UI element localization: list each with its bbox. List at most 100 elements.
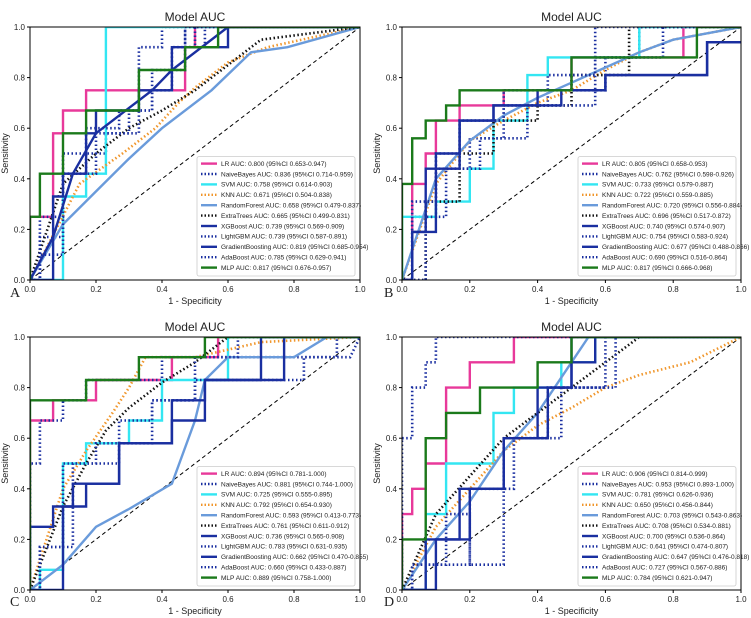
- y-tick-label: 0.6: [14, 434, 26, 443]
- y-tick-label: 0.4: [386, 175, 398, 184]
- roc-series-7: [402, 27, 741, 280]
- roc-series-3: [30, 337, 360, 590]
- x-tick-label: 1.0: [735, 595, 747, 604]
- roc-series-5: [402, 337, 741, 590]
- roc-series-10: [30, 337, 360, 590]
- legend-label: AdaBoost AUC: 0.727 (95%CI 0.567-0.886): [602, 565, 727, 572]
- y-tick-label: 0.8: [14, 384, 26, 393]
- plot-frame: [29, 26, 361, 281]
- legend-label: LightGBM AUC: 0.739 (95%CI 0.587-0.891): [221, 234, 347, 241]
- y-axis-label: Sensitivity: [0, 133, 10, 174]
- x-tick-label: 0.6: [600, 285, 612, 294]
- plot-frame: [401, 26, 742, 281]
- x-tick-label: 0.0: [396, 285, 408, 294]
- y-tick-label: 0.2: [14, 535, 26, 544]
- legend-label: ExtraTrees AUC: 0.665 (95%CI 0.499-0.831…: [221, 213, 350, 220]
- roc-series-5: [402, 27, 741, 280]
- y-axis-label: Sensitivity: [372, 133, 382, 174]
- legend-label: KNN AUC: 0.650 (95%CI 0.456-0.844): [602, 502, 713, 509]
- x-tick-label: 0.4: [532, 595, 544, 604]
- legend-label: GradientBoosting AUC: 0.647 (95%CI 0.476…: [602, 554, 749, 561]
- roc-series-10: [402, 337, 741, 590]
- x-axis-label: 1 - Specificity: [545, 606, 599, 616]
- legend-label: NaiveBayes AUC: 0.836 (95%CI 0.714-0.959…: [221, 171, 353, 178]
- y-tick-label: 0.2: [386, 535, 398, 544]
- y-tick-label: 0.8: [14, 74, 26, 83]
- legend-label: KNN AUC: 0.671 (95%CI 0.504-0.838): [221, 192, 332, 199]
- roc-series-9: [30, 27, 360, 280]
- x-tick-label: 0.2: [464, 595, 476, 604]
- legend-label: MLP AUC: 0.817 (95%CI 0.676-0.957): [221, 265, 331, 272]
- plot-frame: [29, 336, 361, 591]
- x-tick-label: 0.8: [668, 595, 680, 604]
- y-tick-label: 0.8: [386, 74, 398, 83]
- legend-label: RandomForest AUC: 0.658 (95%CI 0.479-0.8…: [221, 203, 361, 210]
- roc-series-3: [402, 27, 741, 280]
- y-tick-label: 0.0: [386, 586, 398, 595]
- panel-label: B: [384, 286, 393, 301]
- roc-series-8: [30, 337, 360, 590]
- legend: LR AUC: 0.894 (95%CI 0.781-1.000) NaiveBa…: [196, 466, 368, 587]
- y-tick-label: 0.2: [14, 225, 26, 234]
- x-axis-label: 1 - Specificity: [545, 296, 599, 306]
- chance-diagonal: [401, 336, 742, 591]
- legend-label: XGBoost AUC: 0.739 (95%CI 0.569-0.909): [221, 223, 344, 230]
- y-tick-label: 1.0: [14, 23, 26, 32]
- roc-panel-b: Model AUC B 0.0 0.2 0.4 0.6 0.8 1.0 0.0 0.2 0.4 0.6…: [372, 10, 749, 306]
- roc-series-4: [30, 27, 360, 280]
- legend-label: LR AUC: 0.894 (95%CI 0.781-1.000): [221, 471, 327, 478]
- legend-label: KNN AUC: 0.792 (95%CI 0.654-0.930): [221, 502, 332, 509]
- y-tick-label: 0.6: [386, 124, 398, 133]
- legend-label: NaiveBayes AUC: 0.762 (95%CI 0.598-0.926…: [602, 171, 734, 178]
- legend-label: MLP AUC: 0.889 (95%CI 0.758-1.000): [221, 575, 331, 582]
- x-tick-label: 0.8: [668, 285, 680, 294]
- x-tick-label: 0.4: [532, 285, 544, 294]
- x-tick-label: 0.8: [288, 595, 300, 604]
- roc-panel-a: Model AUC A 0.0 0.2 0.4 0.6 0.8 1.0 0.0 0.2 0.4 0.6…: [0, 10, 368, 306]
- legend-label: AdaBoost AUC: 0.785 (95%CI 0.629-0.941): [221, 255, 346, 262]
- y-tick-label: 0.0: [386, 276, 398, 285]
- roc-series-10: [402, 27, 741, 280]
- y-tick-label: 1.0: [386, 333, 398, 342]
- panel-label: C: [10, 595, 19, 610]
- chart-title: Model AUC: [541, 10, 602, 24]
- legend-label: RandomForest AUC: 0.593 (95%CI 0.413-0.7…: [221, 513, 361, 520]
- legend-label: AdaBoost AUC: 0.660 (95%CI 0.433-0.887): [221, 565, 346, 572]
- y-tick-label: 0.0: [14, 586, 26, 595]
- legend-label: LR AUC: 0.906 (95%CI 0.814-0.999): [602, 471, 708, 478]
- roc-series-9: [30, 337, 360, 590]
- roc-panel-d: Model AUC D 0.0 0.2 0.4 0.6 0.8 1.0 0.0 0.2 0.4 0.6…: [372, 320, 749, 616]
- x-tick-label: 1.0: [354, 595, 366, 604]
- y-tick-label: 0.8: [386, 384, 398, 393]
- x-tick-label: 1.0: [354, 285, 366, 294]
- x-tick-label: 0.2: [90, 595, 102, 604]
- legend-label: LightGBM AUC: 0.783 (95%CI 0.631-0.935): [221, 544, 347, 551]
- legend-box: [196, 156, 356, 277]
- roc-series-1: [402, 337, 741, 590]
- legend: LR AUC: 0.805 (95%CI 0.658-0.953) NaiveBa…: [577, 156, 749, 277]
- x-tick-label: 0.4: [156, 595, 168, 604]
- roc-series-8: [402, 41, 741, 280]
- x-tick-label: 0.2: [90, 285, 102, 294]
- legend-label: SVM AUC: 0.781 (95%CI 0.626-0.936): [602, 492, 713, 499]
- legend-label: SVM AUC: 0.733 (95%CI 0.579-0.887): [602, 182, 713, 189]
- legend-label: LightGBM AUC: 0.754 (95%CI 0.583-0.924): [602, 234, 728, 241]
- x-tick-label: 0.8: [288, 285, 300, 294]
- chart-title: Model AUC: [165, 320, 226, 334]
- chance-diagonal: [29, 26, 361, 281]
- y-tick-label: 0.6: [14, 124, 26, 133]
- chart-title: Model AUC: [541, 320, 602, 334]
- x-tick-label: 0.0: [24, 595, 36, 604]
- legend-label: XGBoost AUC: 0.736 (95%CI 0.565-0.908): [221, 533, 344, 540]
- roc-series-1: [30, 337, 360, 590]
- roc-series-9: [402, 337, 741, 590]
- y-tick-label: 0.4: [14, 485, 26, 494]
- y-tick-label: 1.0: [386, 23, 398, 32]
- legend-label: ExtraTrees AUC: 0.696 (95%CI 0.517-0.872…: [602, 213, 731, 220]
- x-tick-label: 0.6: [222, 285, 234, 294]
- roc-series-10: [30, 27, 360, 280]
- legend-label: SVM AUC: 0.725 (95%CI 0.555-0.895): [221, 492, 332, 499]
- y-tick-label: 0.2: [386, 225, 398, 234]
